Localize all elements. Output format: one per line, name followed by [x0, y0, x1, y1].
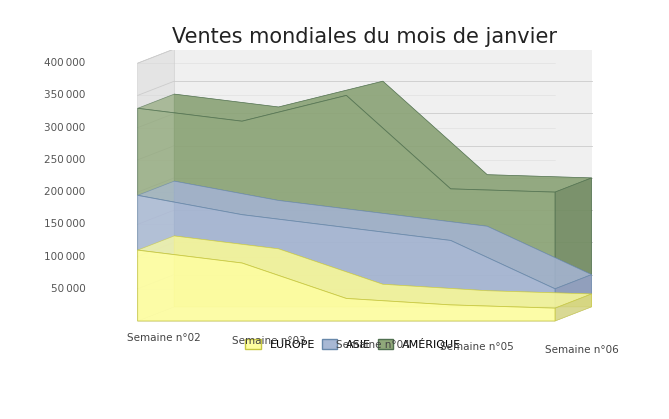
Polygon shape [555, 274, 591, 308]
Text: 350 000: 350 000 [44, 91, 86, 101]
Text: 150 000: 150 000 [44, 219, 86, 229]
Polygon shape [138, 96, 555, 289]
Polygon shape [555, 178, 591, 289]
Legend: EUROPE, ASIE, AMÉRIQUE: EUROPE, ASIE, AMÉRIQUE [245, 339, 462, 350]
Text: Semaine n°02: Semaine n°02 [127, 333, 201, 343]
Text: 300 000: 300 000 [44, 123, 86, 133]
Polygon shape [138, 236, 591, 308]
Text: Semaine n°04: Semaine n°04 [336, 340, 409, 350]
Text: 100 000: 100 000 [44, 251, 86, 261]
Polygon shape [138, 307, 591, 321]
Text: 250 000: 250 000 [44, 155, 86, 165]
Polygon shape [174, 181, 591, 294]
Polygon shape [174, 81, 591, 274]
Polygon shape [138, 195, 555, 308]
Polygon shape [138, 49, 174, 321]
Text: Ventes mondiales du mois de janvier: Ventes mondiales du mois de janvier [172, 27, 557, 47]
Polygon shape [138, 81, 591, 192]
Text: 200 000: 200 000 [44, 187, 86, 197]
Polygon shape [174, 236, 591, 307]
Text: Semaine n°03: Semaine n°03 [231, 336, 305, 347]
Text: 400 000: 400 000 [44, 58, 86, 68]
Polygon shape [138, 250, 555, 321]
Text: Semaine n°06: Semaine n°06 [545, 345, 618, 355]
Polygon shape [174, 49, 591, 307]
Text: Semaine n°05: Semaine n°05 [440, 342, 514, 352]
Polygon shape [138, 181, 591, 289]
Text: 50 000: 50 000 [51, 284, 86, 294]
Polygon shape [555, 294, 591, 321]
